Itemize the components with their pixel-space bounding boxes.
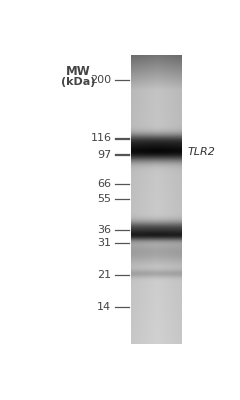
Text: 31: 31 [97,238,111,248]
Text: 21: 21 [97,270,111,280]
Text: (kDa): (kDa) [61,77,95,87]
Text: MW: MW [66,65,90,78]
Text: 97: 97 [97,150,111,160]
Text: 14: 14 [97,302,111,312]
Text: 200: 200 [90,75,111,85]
Text: TLR2: TLR2 [187,148,215,158]
Text: 36: 36 [97,225,111,235]
Text: 66: 66 [97,179,111,189]
Text: 55: 55 [97,194,111,204]
Text: 116: 116 [90,133,111,143]
